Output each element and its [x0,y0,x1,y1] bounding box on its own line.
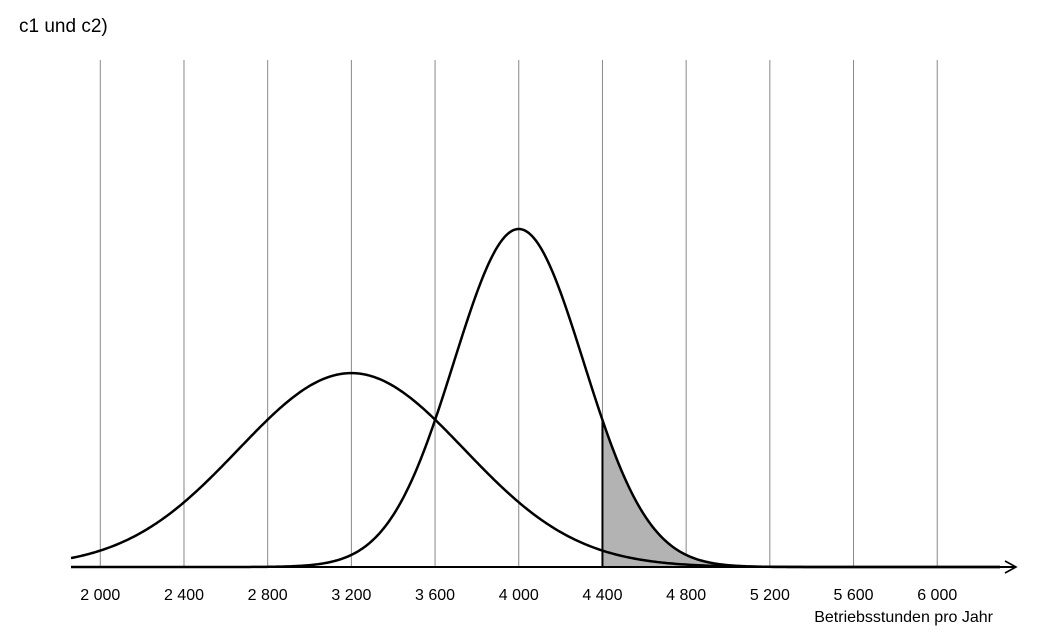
x-tick-label: 5 200 [750,587,790,604]
curves-layer [70,227,1000,569]
section-heading: c1 und c2) [19,16,108,37]
x-tick-label: 5 600 [834,587,874,604]
x-tick-label: 4 800 [666,587,706,604]
x-tick-label: 4 000 [499,587,539,604]
x-axis-title: Betriebsstunden pro Jahr [814,609,993,626]
x-tick-label: 3 600 [415,587,455,604]
density-curve-1 [70,371,1000,569]
x-tick-label: 3 200 [331,587,371,604]
x-axis [71,560,1018,574]
x-tick-label: 4 400 [582,587,622,604]
x-tick-label: 2 000 [80,587,120,604]
shaded-area-layer [601,419,1000,567]
grid-lines [99,60,938,567]
x-tick-label: 2 400 [164,587,204,604]
x-axis-arrow-icon [1004,560,1018,574]
shaded-area [602,419,1000,567]
x-tick-label: 2 800 [248,587,288,604]
x-tick-label: 6 000 [917,587,957,604]
tick-labels: 2 000 2 400 2 800 3 200 3 600 4 000 4 400 4 800… [80,587,957,604]
